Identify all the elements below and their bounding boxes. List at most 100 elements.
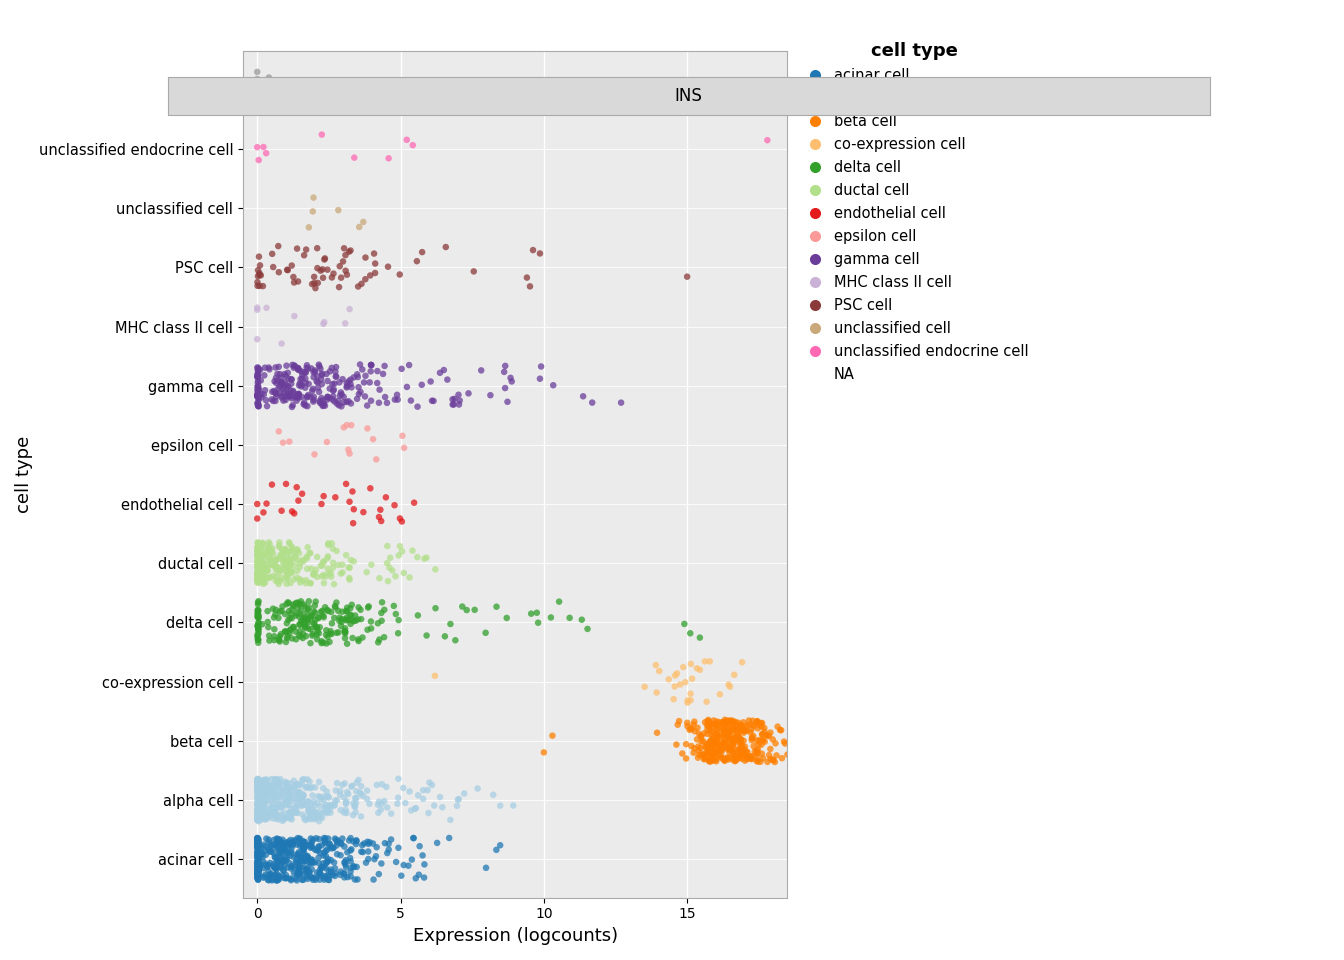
Point (247, 780, 269, 795)
Point (250, 839, 271, 854)
Point (247, 545, 269, 561)
Point (292, 368, 313, 383)
Point (340, 864, 362, 879)
Point (277, 262, 298, 277)
Point (392, 780, 414, 796)
Point (319, 873, 340, 888)
Point (288, 864, 309, 879)
Point (277, 555, 298, 570)
Point (688, 726, 710, 741)
Point (368, 632, 390, 647)
Point (255, 794, 277, 809)
Point (246, 806, 267, 822)
Point (250, 537, 271, 552)
Point (281, 372, 302, 387)
Point (456, 602, 477, 617)
Point (261, 778, 282, 793)
Point (277, 781, 298, 797)
Point (368, 396, 390, 411)
Point (247, 603, 269, 618)
Point (431, 800, 453, 815)
Point (333, 395, 355, 410)
Point (324, 394, 345, 409)
Point (312, 608, 333, 623)
Point (247, 856, 269, 872)
Point (286, 778, 308, 793)
Point (724, 734, 746, 750)
Point (645, 658, 667, 673)
Point (278, 871, 300, 886)
Point (305, 780, 327, 795)
Point (262, 811, 284, 827)
Point (247, 797, 269, 812)
Point (247, 853, 269, 869)
Point (699, 715, 720, 731)
Point (261, 844, 282, 859)
Point (724, 716, 746, 732)
Point (747, 721, 769, 736)
Point (263, 859, 285, 875)
Point (360, 364, 382, 379)
Point (313, 855, 335, 871)
Point (325, 838, 347, 853)
Point (413, 782, 434, 798)
Point (266, 871, 288, 886)
Point (301, 807, 323, 823)
Point (247, 872, 269, 887)
Point (247, 782, 269, 798)
Point (758, 748, 780, 763)
Point (343, 859, 364, 875)
Point (289, 596, 310, 612)
Point (453, 786, 474, 802)
Point (266, 561, 288, 576)
Point (746, 750, 767, 765)
Point (273, 812, 294, 828)
Point (276, 557, 297, 572)
Point (407, 608, 429, 623)
Point (470, 363, 492, 378)
Point (280, 809, 301, 825)
Point (702, 749, 723, 764)
Point (723, 667, 745, 683)
Point (680, 721, 702, 736)
Point (534, 745, 555, 760)
Point (259, 855, 281, 871)
Point (246, 830, 267, 846)
Point (247, 775, 269, 790)
Point (285, 804, 306, 819)
Point (696, 722, 718, 737)
Point (247, 834, 269, 850)
Point (247, 810, 269, 826)
Point (262, 790, 284, 805)
Point (284, 558, 305, 573)
Point (378, 573, 399, 588)
Point (751, 715, 773, 731)
Point (302, 389, 324, 404)
Point (247, 778, 269, 793)
Point (254, 360, 276, 375)
Point (277, 385, 298, 400)
Point (276, 793, 297, 808)
Point (730, 718, 751, 733)
Point (250, 844, 271, 859)
Point (411, 848, 433, 863)
Point (489, 837, 511, 852)
Point (253, 792, 274, 807)
Point (247, 776, 269, 791)
Point (277, 860, 298, 876)
Point (317, 602, 339, 617)
Point (273, 805, 294, 821)
Point (247, 633, 269, 648)
Point (689, 740, 711, 756)
Point (340, 396, 362, 411)
Point (367, 375, 388, 391)
Point (347, 391, 368, 406)
Point (352, 788, 374, 804)
Point (380, 806, 402, 822)
Point (251, 781, 273, 797)
Point (247, 620, 269, 636)
Point (305, 280, 327, 296)
Point (706, 732, 727, 748)
Point (289, 861, 310, 876)
Point (280, 575, 301, 590)
